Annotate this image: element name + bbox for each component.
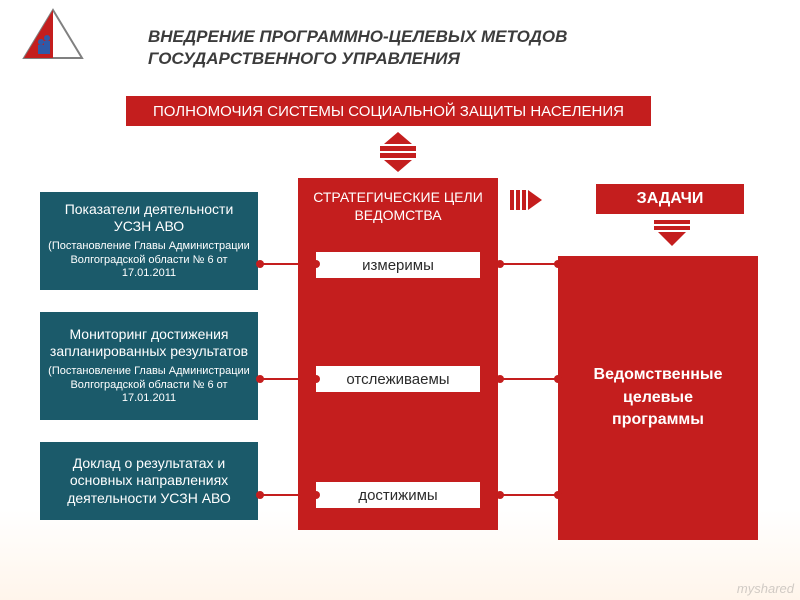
- connector-right-1-dot-a: [496, 260, 504, 268]
- connector-right-1-dot-b: [554, 260, 562, 268]
- arrow-down-icon: [380, 132, 416, 172]
- center-item-2: отслеживаемы: [316, 366, 480, 392]
- connector-right-3-dot-a: [496, 491, 504, 499]
- connector-left-1: [258, 263, 316, 265]
- page-title: ВНЕДРЕНИЕ ПРОГРАММНО-ЦЕЛЕВЫХ МЕТОДОВ ГОС…: [148, 26, 668, 70]
- watermark-text: myshared: [737, 581, 794, 596]
- left-box-2: Мониторинг достижения запланированных ре…: [40, 312, 258, 420]
- center-item-3-text: достижимы: [358, 487, 437, 504]
- left-box-3: Доклад о результатах и основных направле…: [40, 442, 258, 520]
- center-column-header: СТРАТЕГИЧЕСКИЕ ЦЕЛИ ВЕДОМСТВА: [298, 188, 498, 224]
- left-box-2-sub: (Постановление Главы Администрации Волго…: [48, 365, 250, 406]
- top-banner-text: ПОЛНОМОЧИЯ СИСТЕМЫ СОЦИАЛЬНОЙ ЗАЩИТЫ НАС…: [153, 103, 624, 120]
- title-line-1: ВНЕДРЕНИЕ ПРОГРАММНО-ЦЕЛЕВЫХ МЕТОДОВ: [148, 27, 567, 46]
- connector-right-1: [498, 263, 558, 265]
- arrow-right-icon: [510, 190, 544, 210]
- center-item-1-text: измеримы: [362, 257, 434, 274]
- left-box-3-title: Доклад о результатах и основных направле…: [48, 455, 250, 508]
- connector-right-3: [498, 494, 558, 496]
- left-box-1: Показатели деятельности УСЗН АВО (Постан…: [40, 192, 258, 290]
- tasks-label: ЗАДАЧИ: [596, 184, 744, 214]
- center-item-1: измеримы: [316, 252, 480, 278]
- left-box-1-title: Показатели деятельности УСЗН АВО: [48, 201, 250, 236]
- right-panel-line-3: программы: [612, 409, 704, 431]
- left-box-1-sub: (Постановление Главы Администрации Волго…: [48, 240, 250, 281]
- connector-right-2-dot-a: [496, 375, 504, 383]
- logo: [18, 8, 88, 66]
- tasks-label-text: ЗАДАЧИ: [637, 190, 704, 208]
- connector-left-2-dot-b: [312, 375, 320, 383]
- connector-left-2: [258, 378, 316, 380]
- connector-left-3-dot-a: [256, 491, 264, 499]
- connector-right-3-dot-b: [554, 491, 562, 499]
- connector-left-1-dot-a: [256, 260, 264, 268]
- center-column: СТРАТЕГИЧЕСКИЕ ЦЕЛИ ВЕДОМСТВА: [298, 178, 498, 530]
- center-column-header-text: СТРАТЕГИЧЕСКИЕ ЦЕЛИ ВЕДОМСТВА: [313, 189, 483, 223]
- title-line-2: ГОСУДАРСТВЕННОГО УПРАВЛЕНИЯ: [148, 49, 460, 68]
- right-panel: Ведомственные целевые программы: [558, 256, 758, 540]
- watermark: myshared: [737, 581, 794, 596]
- left-box-2-title: Мониторинг достижения запланированных ре…: [48, 326, 250, 361]
- connector-left-1-dot-b: [312, 260, 320, 268]
- top-banner: ПОЛНОМОЧИЯ СИСТЕМЫ СОЦИАЛЬНОЙ ЗАЩИТЫ НАС…: [126, 96, 651, 126]
- right-panel-line-1: Ведомственные: [594, 364, 723, 386]
- right-panel-line-2: целевые: [623, 387, 693, 409]
- center-item-2-text: отслеживаемы: [346, 371, 449, 388]
- connector-right-2: [498, 378, 558, 380]
- connector-left-3: [258, 494, 316, 496]
- connector-left-3-dot-b: [312, 491, 320, 499]
- connector-right-2-dot-b: [554, 375, 562, 383]
- connector-left-2-dot-a: [256, 375, 264, 383]
- center-item-3: достижимы: [316, 482, 480, 508]
- arrow-down-tasks-icon: [654, 220, 690, 248]
